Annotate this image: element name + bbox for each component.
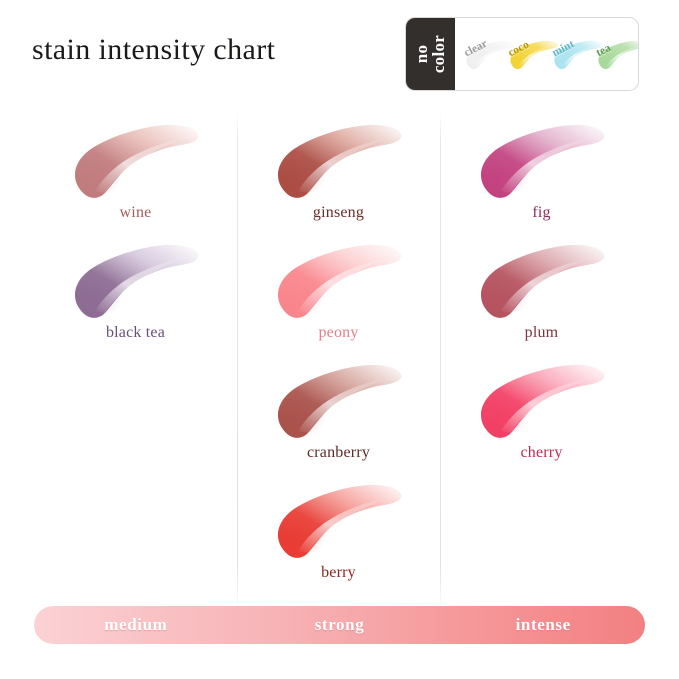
shade-smear-plum [467,236,617,322]
shade-cell-peony: peony [237,232,440,352]
shade-name-peony: peony [318,324,359,341]
column-strong: ginseng peony [237,112,440,592]
shade-cell-ginseng: ginseng [237,112,440,232]
shade-cell-black-tea: black tea [34,232,237,352]
shade-smear-berry [264,476,414,562]
no-color-badge-line2: color [429,34,449,74]
legend-swatch-mint: mint [549,26,607,82]
shade-smear-wine [61,116,211,202]
column-medium: wine black tea [34,112,237,352]
intensity-label-medium: medium [104,615,168,634]
column-divider-1 [237,112,238,609]
shade-cell-plum: plum [440,232,643,352]
shade-smear-cranberry [264,356,414,442]
column-divider-2 [440,112,441,609]
shade-name-berry: berry [321,564,356,581]
legend-swatch-tea: tea [593,26,638,82]
shade-name-black-tea: black tea [105,324,166,341]
intensity-scale-bar: medium strong intense [34,606,645,644]
shade-name-ginseng: ginseng [312,204,365,221]
shade-name-cherry: cherry [520,444,563,461]
shade-cell-fig: fig [440,112,643,232]
shade-cell-cranberry: cranberry [237,352,440,472]
shade-name-cranberry: cranberry [306,444,371,461]
no-color-badge: no color [406,18,455,90]
legend-swatch-coco: coco [505,26,563,82]
shade-smear-ginseng [264,116,414,202]
legend-swatch-clear: clear [461,26,519,82]
intensity-label-strong: strong [314,615,365,634]
intensity-label-intense: intense [515,615,571,634]
no-color-badge-text: no color [412,34,449,74]
no-color-badge-line1: no [412,44,432,64]
shade-smear-cherry [467,356,617,442]
shade-smear-peony [264,236,414,322]
shade-name-fig: fig [532,204,551,221]
no-color-legend: no color [405,17,639,91]
shade-cell-berry: berry [237,472,440,592]
shade-cell-cherry: cherry [440,352,643,472]
shade-smear-black-tea [61,236,211,322]
shade-name-wine: wine [119,204,152,221]
legend-swatch-row: clear coco [455,18,638,90]
column-intense: fig plum [440,112,643,472]
shade-cell-wine: wine [34,112,237,232]
shade-smear-fig [467,116,617,202]
page-title: stain intensity chart [32,33,276,66]
shade-name-plum: plum [524,324,559,341]
